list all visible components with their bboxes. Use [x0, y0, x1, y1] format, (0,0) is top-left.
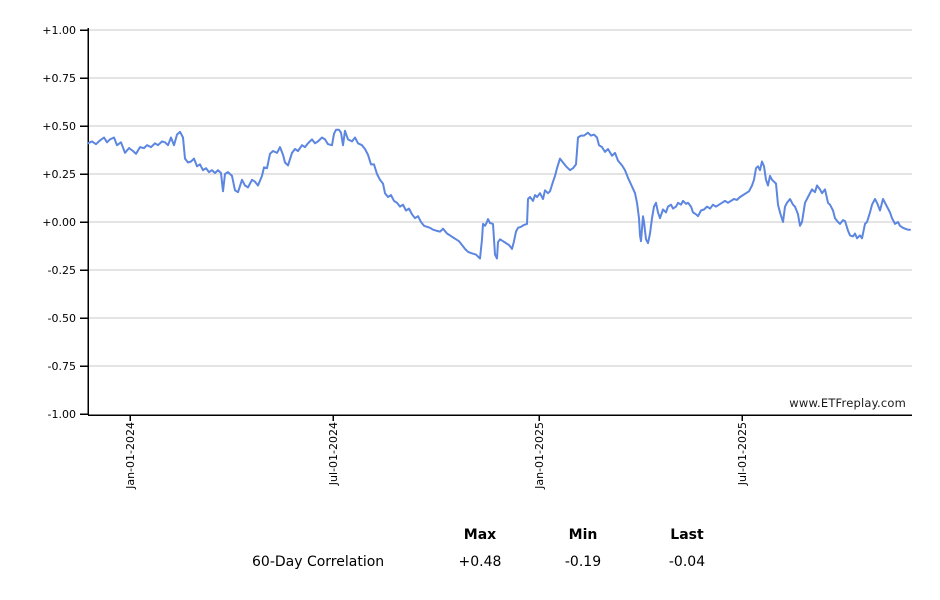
y-tick-label: +0.00 [42, 216, 76, 229]
y-tick-label: -0.25 [48, 264, 76, 277]
stats-value-row: 60-Day Correlation +0.48 -0.19 -0.04 [252, 548, 738, 575]
stats-row-label: 60-Day Correlation [252, 553, 385, 570]
x-tick-label: Jul-01-2025 [736, 422, 749, 486]
stats-header-min: Min [568, 526, 598, 543]
stats-value-min: -0.19 [564, 553, 602, 570]
y-tick-label: -0.75 [48, 360, 76, 373]
y-tick-label: -0.50 [48, 312, 76, 325]
stats-header-last: Last [670, 526, 704, 543]
y-tick-label: +0.75 [42, 72, 76, 85]
correlation-line-series [87, 128, 911, 260]
x-tick-label: Jan-01-2025 [533, 422, 546, 490]
y-tick-label: -1.00 [48, 408, 76, 421]
stats-value-max: +0.48 [458, 553, 502, 570]
stats-header-max: Max [463, 526, 497, 543]
stats-value-last: -0.04 [668, 553, 706, 570]
y-tick-label: +1.00 [42, 24, 76, 37]
watermark-etfreplay: www.ETFreplay.com [789, 396, 906, 410]
x-tick-label: Jan-01-2024 [124, 422, 137, 490]
stats-table: Max Min Last 60-Day Correlation +0.48 -0… [252, 521, 738, 575]
x-tick-label: Jul-01-2024 [327, 422, 340, 486]
y-tick-label: +0.50 [42, 120, 76, 133]
y-tick-label: +0.25 [42, 168, 76, 181]
correlation-chart: +1.00 +0.75 +0.50 +0.25 +0.00 -0.25 -0.50 -0.75… [42, 24, 912, 490]
stats-header-row: Max Min Last [252, 521, 738, 548]
